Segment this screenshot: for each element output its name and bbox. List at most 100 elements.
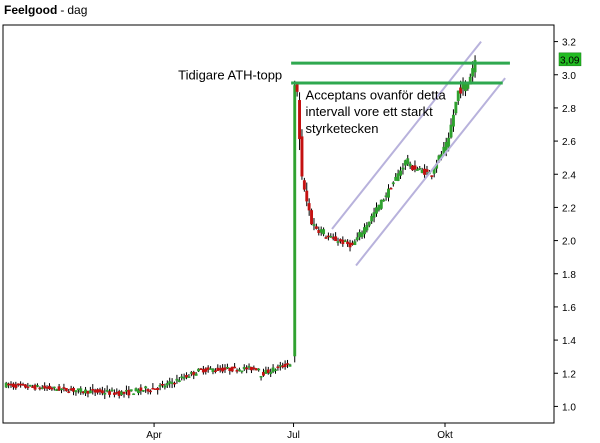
candle-down [252, 367, 256, 370]
y-tick-label: 2.6 [562, 137, 576, 148]
candle-up [36, 385, 39, 387]
candle-down [96, 389, 100, 393]
candle-down [254, 368, 258, 371]
candle-down [221, 367, 225, 372]
candle-down [161, 383, 164, 386]
candle-down [156, 388, 160, 390]
y-tick-label: 1.8 [562, 270, 576, 281]
candle-up [387, 188, 390, 198]
candle-up [473, 60, 477, 73]
candle-up [336, 241, 340, 243]
x-tick-label: Jul [287, 430, 300, 441]
candle-up [105, 389, 109, 392]
candle-down [57, 386, 61, 391]
y-tick-label: 1.6 [562, 303, 576, 314]
candle-up [461, 83, 465, 90]
y-tick-label: 1.0 [562, 402, 576, 413]
candle-down [23, 384, 27, 388]
candle-up [136, 389, 140, 394]
candle-up [322, 229, 326, 235]
candle-up [406, 158, 410, 165]
candle-down [48, 385, 51, 390]
candle-down [250, 366, 253, 371]
candle-up [187, 376, 191, 378]
candle-down [411, 165, 415, 171]
axis-ticks [153, 41, 558, 427]
candle-up [197, 368, 201, 372]
candle-down [334, 236, 338, 242]
channel-line [331, 40, 482, 230]
candle-up [247, 366, 251, 368]
x-tick-label: Apr [146, 430, 162, 441]
candle-up [165, 383, 169, 386]
candle-up [358, 232, 362, 238]
candle-up [4, 382, 8, 388]
candle-down [43, 385, 47, 389]
candle-up [394, 176, 398, 181]
candle-down [228, 367, 232, 371]
candle-down [67, 391, 71, 393]
candle-up [288, 364, 292, 367]
candle-down [139, 387, 143, 391]
candle-up [141, 390, 145, 392]
candle-down [283, 363, 287, 368]
candle-down [38, 387, 42, 390]
candle-up [257, 368, 261, 371]
candle-up [403, 160, 407, 166]
candle-down [233, 366, 237, 369]
candle-up [365, 225, 369, 231]
candle-down [204, 368, 208, 372]
candle-down [314, 226, 318, 229]
candle-up [418, 168, 422, 170]
candle-down [98, 389, 102, 392]
candle-up [343, 240, 347, 243]
candle-up [242, 367, 246, 370]
candle-down [100, 390, 104, 394]
candle-down [21, 383, 25, 386]
candle-up [124, 390, 128, 392]
candle-up [88, 390, 92, 394]
candle-up [471, 68, 475, 77]
candle-down [413, 165, 417, 170]
candle-up [76, 388, 80, 391]
candle-down [389, 187, 393, 190]
candle-up [168, 381, 172, 384]
candle-up [132, 393, 136, 396]
plot-area [2, 24, 555, 424]
candle-up [408, 163, 412, 167]
candle-down [31, 386, 35, 388]
y-tick-label: 2.4 [562, 170, 576, 181]
candle-down [86, 390, 90, 394]
candle-down [199, 368, 203, 370]
y-tick-label: 2.0 [562, 237, 576, 248]
candle-up [396, 173, 400, 181]
candle-down [64, 388, 68, 391]
candle-down [108, 391, 112, 395]
candle-down [117, 391, 121, 396]
candle-down [7, 383, 11, 386]
candle-down [338, 239, 342, 242]
candle-up [40, 387, 44, 389]
candle-down [69, 388, 73, 391]
candles [4, 55, 477, 400]
y-tick-label: 2.2 [562, 203, 576, 214]
candle-down [281, 365, 285, 368]
candle-down [350, 242, 354, 245]
candle-up [259, 375, 263, 378]
candle-down [213, 370, 217, 372]
candle-down [149, 390, 152, 393]
candle-down [153, 388, 157, 390]
candle-up [84, 389, 87, 394]
candle-down [16, 383, 20, 386]
candle-up [175, 378, 179, 381]
candle-up [447, 137, 451, 148]
candle-up [240, 370, 244, 373]
last-price-label: 3,09 [560, 55, 580, 66]
candle-up [182, 377, 186, 379]
candle-down [286, 363, 289, 365]
candle-down [307, 203, 311, 211]
candle-down [122, 391, 126, 394]
candle-up [189, 372, 193, 374]
chart-title: Feelgood - dag [4, 3, 87, 17]
